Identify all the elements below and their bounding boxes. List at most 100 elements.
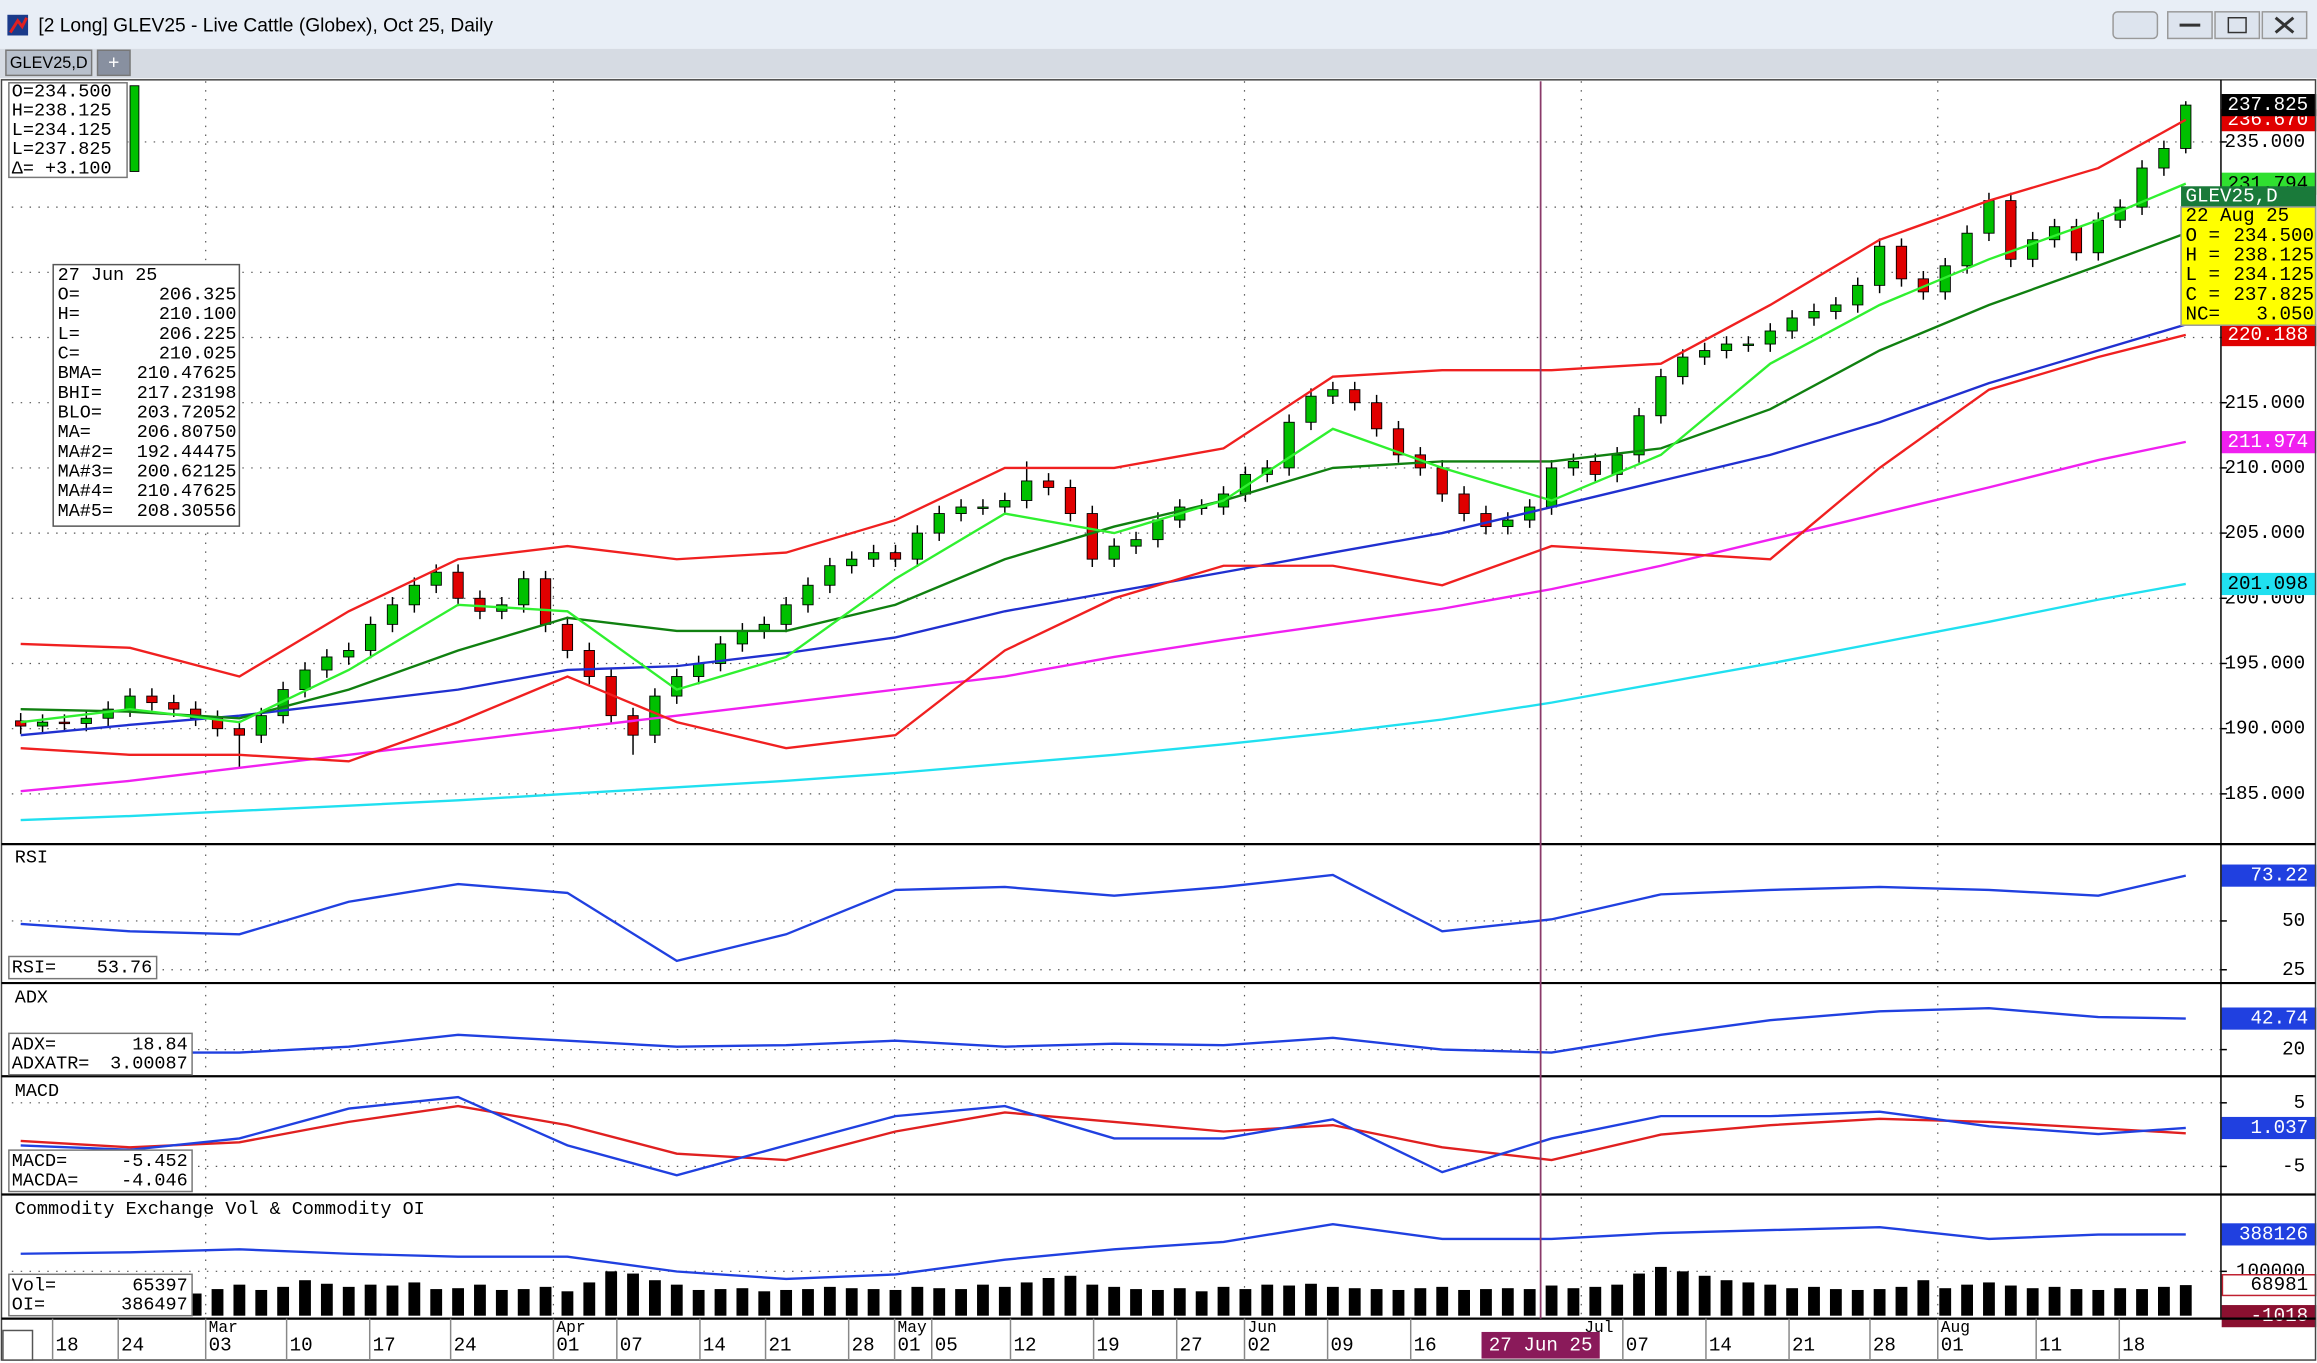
volume-bar bbox=[277, 1286, 290, 1316]
volume-bar bbox=[1392, 1289, 1405, 1316]
info-symbol: GLEV25,D bbox=[2185, 186, 2277, 208]
data-window-value: 206.80750 bbox=[137, 422, 237, 443]
volume-bar bbox=[1501, 1288, 1514, 1316]
volume-bar bbox=[627, 1273, 639, 1316]
volume-bar bbox=[1698, 1275, 1711, 1316]
data-window-value: 206.225 bbox=[159, 324, 237, 345]
candle-body bbox=[408, 584, 420, 606]
y-tick-label: 235.000 bbox=[2225, 131, 2306, 153]
x-tick-label: 14 bbox=[1709, 1334, 1732, 1356]
readout-box bbox=[8, 1149, 193, 1193]
readout-value: 386497 bbox=[121, 1294, 187, 1315]
indicator-line bbox=[20, 582, 2186, 822]
chart-frame bbox=[0, 79, 2317, 1361]
candle-body bbox=[802, 584, 814, 606]
candle-body bbox=[2005, 200, 2017, 260]
volume-bar bbox=[2026, 1288, 2039, 1316]
volume-bar bbox=[342, 1286, 355, 1316]
volume-bar bbox=[823, 1286, 836, 1316]
x-tick-label: 14 bbox=[703, 1334, 726, 1356]
candle-body bbox=[1021, 480, 1033, 501]
x-tick-label: 01 bbox=[556, 1334, 579, 1356]
volume-bar bbox=[1261, 1284, 1274, 1316]
candle-body bbox=[736, 630, 749, 645]
volume-bar bbox=[1239, 1289, 1252, 1316]
info-value: 238.125 bbox=[2233, 245, 2314, 267]
x-tick-label: 01 bbox=[898, 1334, 921, 1356]
candle-body bbox=[518, 578, 530, 606]
volume-bar bbox=[1742, 1282, 1755, 1316]
x-tick-label: 01 bbox=[1941, 1334, 1964, 1356]
indicator-line bbox=[20, 1222, 2186, 1281]
readout-value: 65397 bbox=[132, 1275, 187, 1296]
candle-body bbox=[321, 656, 333, 671]
cursor-label: 27 Jun 25 bbox=[1489, 1334, 1593, 1356]
panel: 235.000230.000225.000220.000215.000210.0… bbox=[11, 81, 2317, 1316]
volume-bar bbox=[758, 1291, 771, 1316]
data-window-value: 210.47625 bbox=[137, 363, 237, 384]
y-tick-label: 185.000 bbox=[2225, 783, 2306, 805]
candle-body bbox=[452, 571, 464, 599]
data-window-label: L= bbox=[58, 324, 80, 345]
value-tag-label: 1.037 bbox=[2251, 1117, 2309, 1139]
value-tag-label: 388126 bbox=[2239, 1223, 2308, 1245]
volume-bar bbox=[1064, 1275, 1077, 1316]
volume-bar bbox=[517, 1289, 530, 1316]
volume-bar bbox=[299, 1280, 311, 1316]
indicator-line bbox=[20, 232, 2187, 720]
x-tick-label: 09 bbox=[1331, 1334, 1354, 1356]
link-button[interactable] bbox=[2112, 11, 2159, 40]
x-tick-label: 24 bbox=[121, 1334, 144, 1356]
volume-bar bbox=[255, 1289, 268, 1316]
x-tick-label: 24 bbox=[454, 1334, 477, 1356]
volume-bar bbox=[561, 1291, 574, 1316]
tab[interactable] bbox=[5, 49, 93, 77]
candle-body bbox=[1152, 519, 1164, 541]
readouts: 18 24 03 10 17 24 01 07 14 21 28 01 05 12 19 27 02 09 16 07… bbox=[8, 81, 2317, 1361]
candle-body bbox=[1895, 245, 1908, 280]
candle-body bbox=[1567, 460, 1580, 469]
volume-bar bbox=[2158, 1286, 2170, 1316]
data-window-date: 27 Jun 25 bbox=[58, 265, 158, 286]
volume-bar bbox=[1786, 1288, 1799, 1316]
corner-box[interactable] bbox=[2, 1329, 34, 1361]
candle-body bbox=[955, 506, 967, 514]
data-window-label: MA= bbox=[58, 422, 91, 443]
volume-bar bbox=[2179, 1285, 2192, 1316]
volume-bar bbox=[1808, 1286, 1820, 1316]
data-window-value: 208.30556 bbox=[137, 501, 237, 522]
new-tab-label: + bbox=[108, 53, 119, 74]
candle-body bbox=[1720, 343, 1733, 351]
volume-bar bbox=[1676, 1271, 1689, 1316]
volume-bar bbox=[867, 1289, 880, 1316]
candle-body bbox=[714, 643, 727, 664]
volume-bar bbox=[714, 1289, 727, 1316]
candle-body bbox=[824, 565, 836, 586]
x-tick-label: 18 bbox=[2122, 1334, 2145, 1356]
indicator-line bbox=[20, 182, 2187, 724]
y-tick-label: 5 bbox=[2294, 1092, 2306, 1114]
candle-body bbox=[693, 663, 705, 677]
panel-title: MACD bbox=[15, 1081, 59, 1102]
readout-box bbox=[8, 1273, 193, 1317]
value-tag-label: 220.188 bbox=[2227, 324, 2308, 346]
new-tab-button[interactable] bbox=[96, 49, 131, 77]
maximize-button[interactable] bbox=[2214, 11, 2261, 40]
candle-body bbox=[2092, 219, 2104, 254]
x-tick-label: 07 bbox=[620, 1334, 643, 1356]
candle-body bbox=[1086, 513, 1098, 560]
candle-body bbox=[2136, 167, 2148, 208]
x-tick-label: 21 bbox=[1792, 1334, 1815, 1356]
indicator-line bbox=[20, 333, 2187, 763]
x-tick-label: 27 bbox=[1180, 1334, 1203, 1356]
candle-body bbox=[1480, 513, 1492, 528]
readout-label: Vol= bbox=[12, 1275, 56, 1296]
info-value: 3.050 bbox=[2256, 304, 2314, 326]
volume-bar bbox=[692, 1289, 705, 1316]
volume-bar bbox=[1086, 1284, 1099, 1316]
candle-body bbox=[1830, 304, 1842, 312]
indicator-line bbox=[20, 440, 2187, 793]
volume-bar bbox=[736, 1288, 749, 1316]
